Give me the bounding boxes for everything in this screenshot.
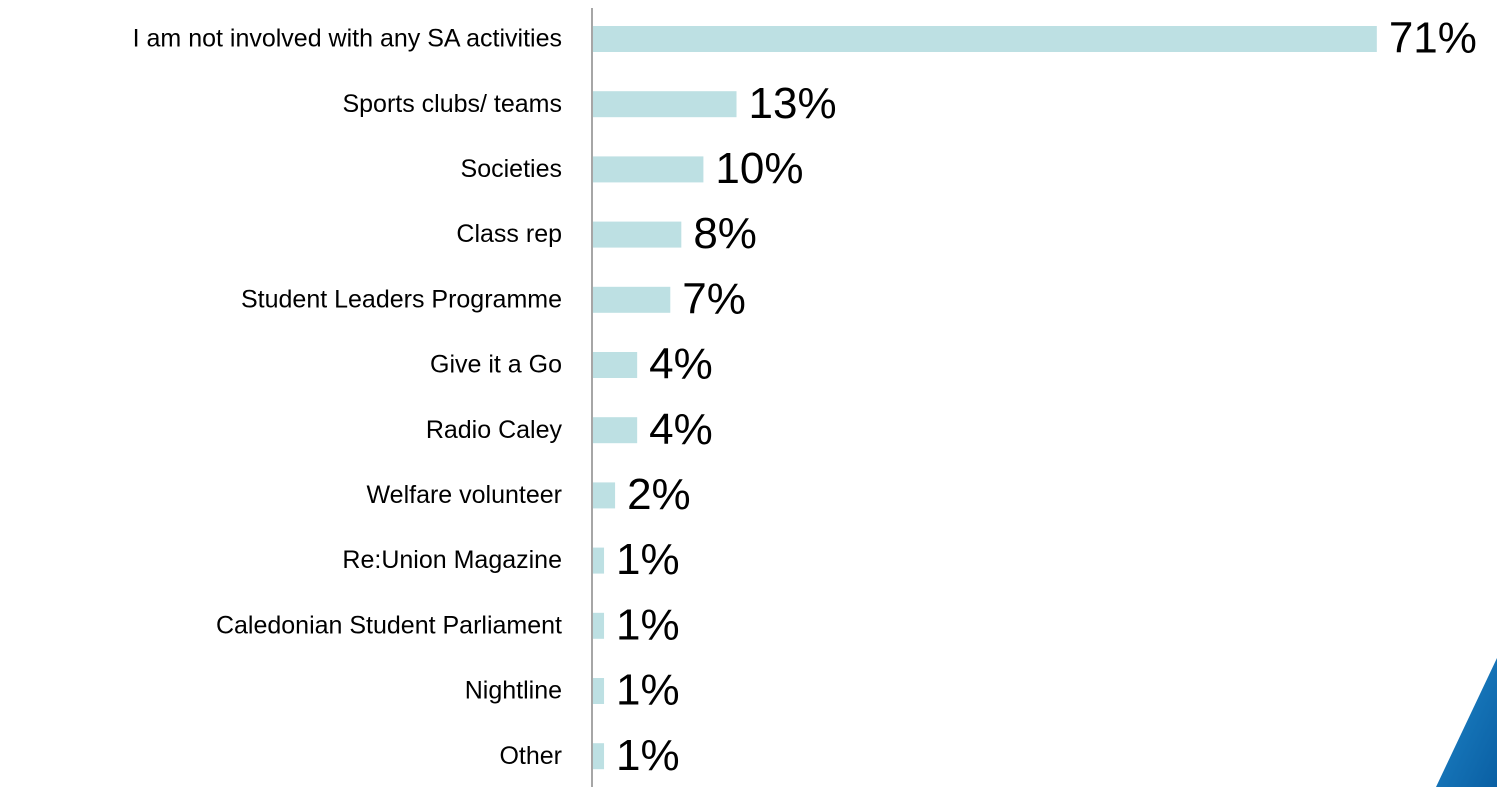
category-label: Give it a Go bbox=[430, 351, 562, 379]
value-label: 1% bbox=[616, 535, 680, 584]
bar bbox=[593, 612, 605, 639]
bar bbox=[593, 352, 638, 378]
value-label: 8% bbox=[693, 209, 757, 258]
value-label: 4% bbox=[649, 405, 713, 454]
decoration bbox=[1436, 658, 1497, 787]
value-label: 7% bbox=[682, 274, 746, 323]
category-label: Radio Caley bbox=[426, 416, 563, 444]
category-label: Other bbox=[499, 742, 562, 770]
bar bbox=[593, 743, 605, 770]
bar bbox=[593, 482, 616, 509]
value-label: 71% bbox=[1389, 14, 1477, 63]
category-label: Caledonian Student Parliament bbox=[216, 611, 562, 639]
category-label: I am not involved with any SA activities bbox=[133, 25, 562, 53]
bar bbox=[593, 286, 671, 313]
category-label: Nightline bbox=[465, 677, 562, 705]
bar bbox=[593, 221, 682, 248]
bar bbox=[593, 156, 704, 183]
category-label: Student Leaders Programme bbox=[241, 285, 562, 313]
category-label: Welfare volunteer bbox=[367, 481, 562, 509]
bar bbox=[593, 547, 605, 574]
category-label: Societies bbox=[461, 155, 562, 183]
category-label: Re:Union Magazine bbox=[342, 546, 562, 574]
bar bbox=[593, 91, 737, 118]
bar bbox=[593, 26, 1377, 52]
bar bbox=[593, 678, 605, 704]
category-label: Class rep bbox=[456, 220, 562, 248]
value-label: 10% bbox=[715, 144, 803, 193]
value-label: 4% bbox=[649, 340, 713, 389]
bar bbox=[593, 417, 638, 444]
value-label: 1% bbox=[616, 666, 680, 715]
category-label: Sports clubs/ teams bbox=[342, 90, 562, 118]
value-label: 2% bbox=[627, 470, 691, 519]
value-label: 1% bbox=[616, 600, 680, 649]
value-label: 13% bbox=[749, 79, 837, 128]
value-label: 1% bbox=[616, 731, 680, 780]
